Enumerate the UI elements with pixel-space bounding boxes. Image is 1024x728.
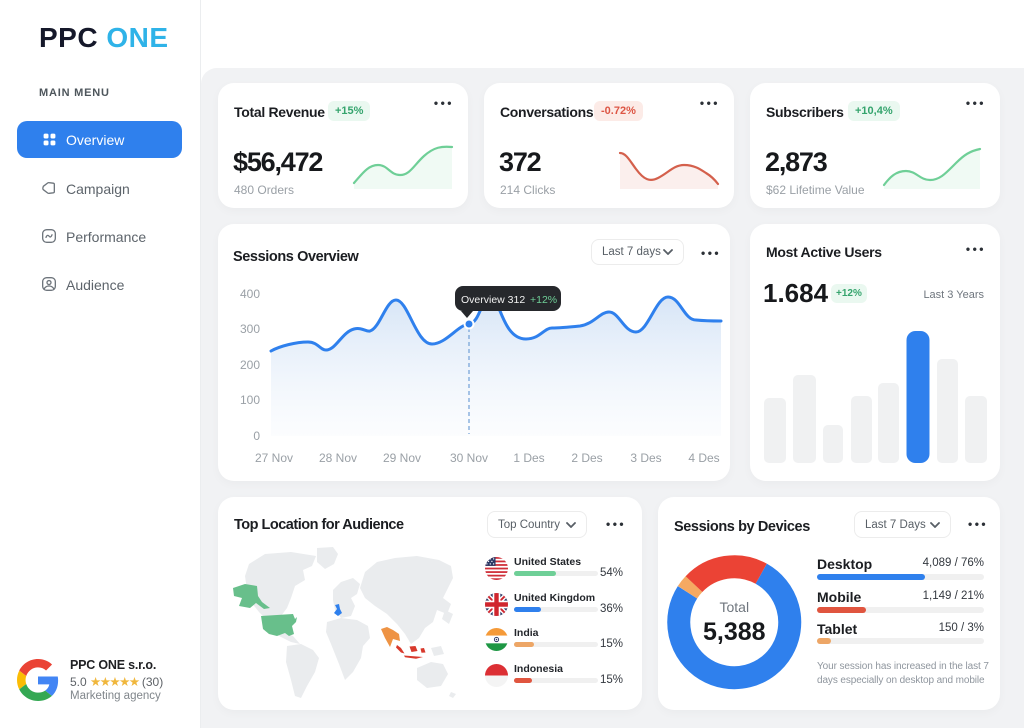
svg-text:Total: Total (720, 599, 750, 615)
svg-text:Overview 312: Overview 312 (461, 294, 525, 306)
svg-text:+12%: +12% (530, 294, 557, 306)
svg-text:5,388: 5,388 (703, 618, 766, 646)
